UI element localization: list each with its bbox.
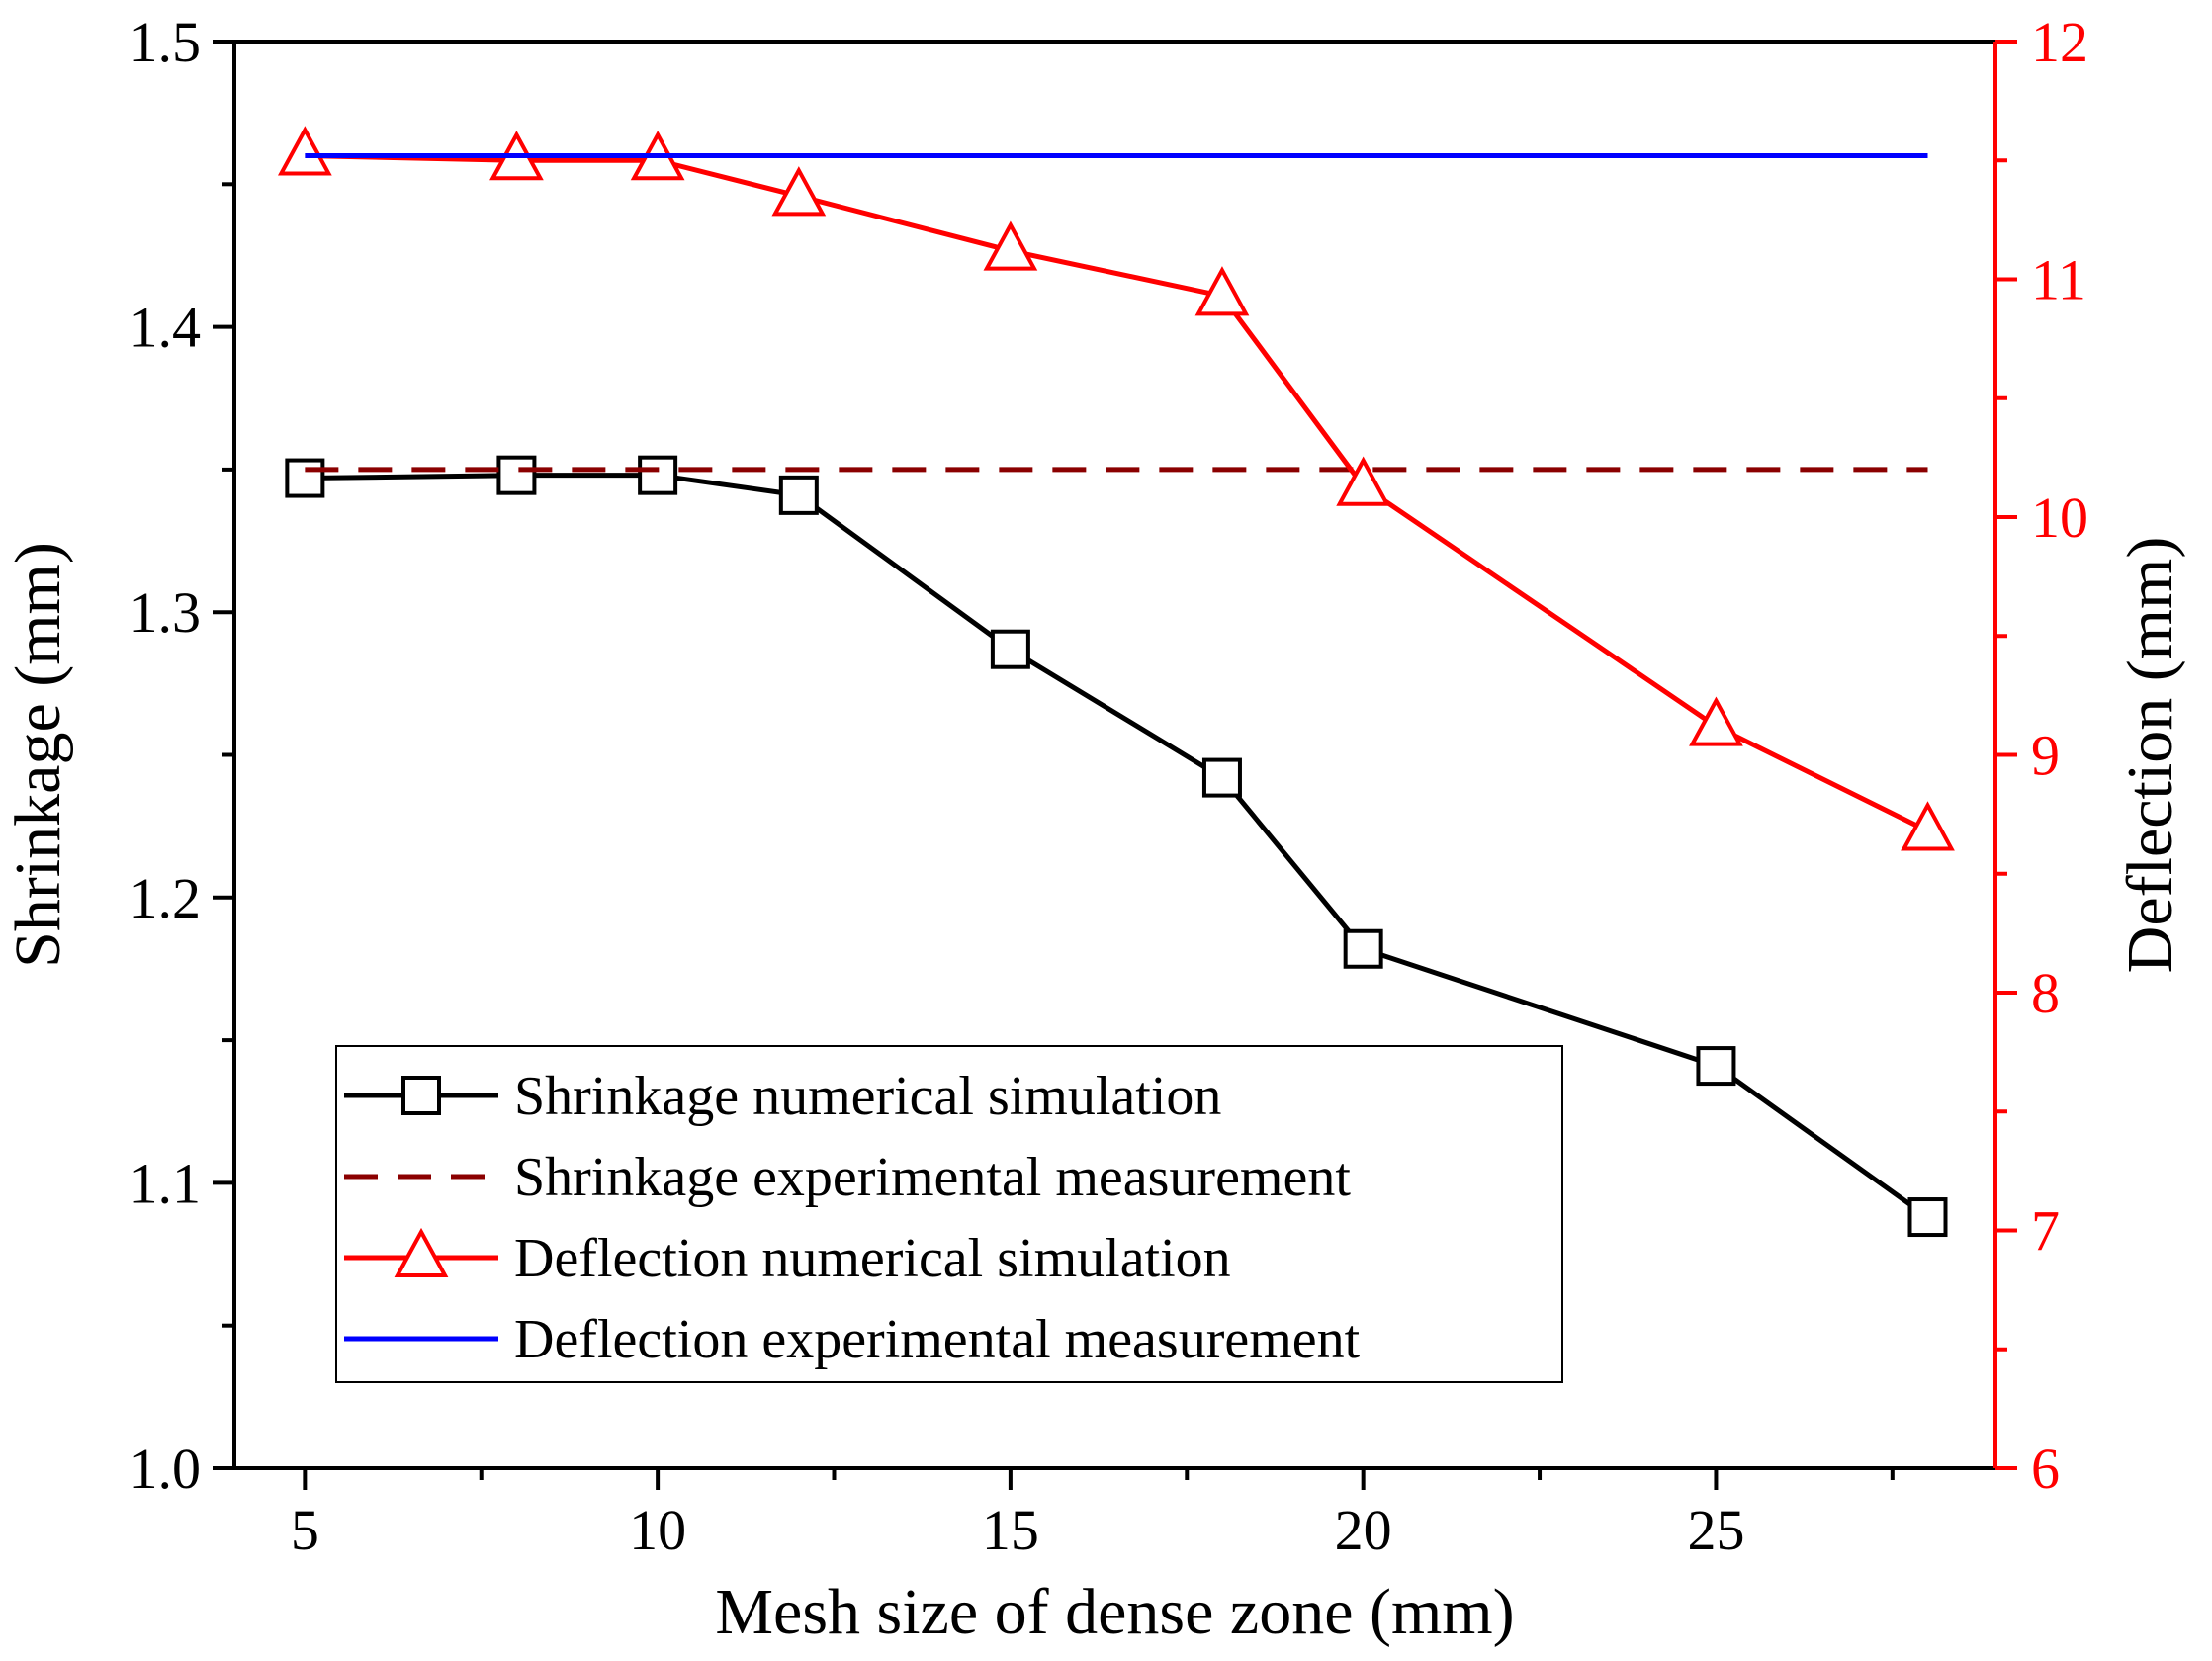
shrinkage-numerical-simulation-marker-2 bbox=[638, 455, 678, 495]
y-tick-label-1.3: 1.3 bbox=[130, 580, 202, 645]
axes: 5 10 15 20 25 1.0 1.1 1.2 1.3 1.4 1.5 6 7 8 9 10 11 12 Mes… bbox=[2, 10, 2186, 1648]
deflection-numerical-simulation-marker-8 bbox=[1901, 801, 1955, 851]
y2-tick-label-11: 11 bbox=[2031, 248, 2086, 312]
y2-tick-label-9: 9 bbox=[2031, 724, 2060, 788]
deflection-numerical-simulation-marker-0 bbox=[277, 126, 332, 176]
shrinkage-numerical-simulation-marker-1 bbox=[496, 455, 537, 495]
deflection-numerical-simulation-marker-3 bbox=[771, 166, 827, 217]
shrinkage-numerical-simulation-marker-3 bbox=[778, 475, 819, 515]
series-layer bbox=[277, 126, 1955, 1238]
legend-label-deflection-numerical-simulation: Deflection numerical simulation bbox=[514, 1228, 1231, 1289]
shrinkage-numerical-simulation-marker-0 bbox=[285, 458, 325, 498]
x-tick-label-20: 20 bbox=[1335, 1498, 1392, 1562]
y2-tick-label-7: 7 bbox=[2031, 1199, 2060, 1264]
y-tick-label-1.4: 1.4 bbox=[130, 296, 202, 360]
y-tick-label-1: 1.0 bbox=[130, 1437, 202, 1501]
x-tick-label-15: 15 bbox=[982, 1498, 1039, 1562]
x-axis-title: Mesh size of dense zone (mm) bbox=[715, 1576, 1514, 1648]
x-tick-label-10: 10 bbox=[629, 1498, 686, 1562]
legend: Shrinkage numerical simulation Shrinkage … bbox=[335, 1045, 1563, 1383]
deflection-numerical-simulation-marker-5 bbox=[1194, 266, 1250, 316]
shrinkage-numerical-simulation-marker-7 bbox=[1696, 1046, 1736, 1087]
y-tick-label-1.2: 1.2 bbox=[130, 866, 202, 930]
y-tick-label-1.5: 1.5 bbox=[130, 10, 202, 74]
deflection-numerical-simulation-marker-4 bbox=[983, 220, 1038, 271]
deflection-numerical-simulation-marker-7 bbox=[1689, 696, 1743, 746]
right-y-axis-title: Deflection (mm) bbox=[2114, 537, 2186, 974]
y2-tick-label-10: 10 bbox=[2031, 485, 2088, 550]
shrinkage-numerical-simulation-marker-8 bbox=[1907, 1197, 1948, 1238]
y2-tick-label-6: 6 bbox=[2031, 1437, 2060, 1501]
legend-label-shrinkage-numerical-simulation: Shrinkage numerical simulation bbox=[514, 1066, 1221, 1127]
legend-swatch-marker-shrinkage-numerical-simulation bbox=[401, 1076, 441, 1115]
left-y-axis-title: Shrinkage (mm) bbox=[2, 542, 74, 968]
y2-tick-label-12: 12 bbox=[2031, 10, 2088, 74]
x-tick-label-25: 25 bbox=[1687, 1498, 1744, 1562]
y-tick-label-1.1: 1.1 bbox=[130, 1151, 202, 1215]
legend-box bbox=[335, 1045, 1563, 1383]
x-tick-label-5: 5 bbox=[291, 1498, 319, 1562]
y2-tick-label-8: 8 bbox=[2031, 961, 2060, 1025]
legend-label-deflection-experimental-measurement: Deflection experimental measurement bbox=[514, 1309, 1361, 1370]
shrinkage-numerical-simulation-marker-6 bbox=[1343, 928, 1383, 969]
shrinkage-numerical-simulation-marker-4 bbox=[990, 629, 1030, 669]
deflection-numerical-simulation-marker-6 bbox=[1336, 456, 1391, 506]
legend-label-shrinkage-experimental-measurement: Shrinkage experimental measurement bbox=[514, 1147, 1351, 1208]
legend-swatch-marker-deflection-numerical-simulation bbox=[394, 1227, 449, 1277]
shrinkage-numerical-simulation-marker-5 bbox=[1201, 757, 1242, 798]
